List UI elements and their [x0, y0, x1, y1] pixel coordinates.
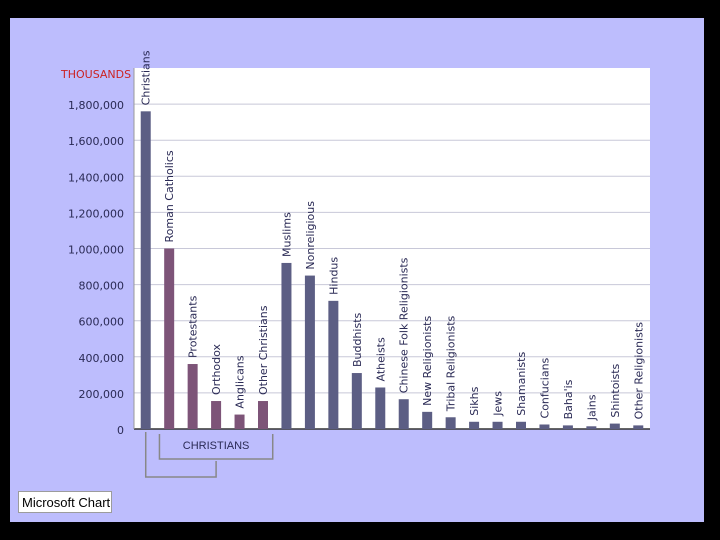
category-label-hindus: Hindus	[327, 257, 340, 295]
y-tick-label: 800,000	[79, 280, 125, 293]
bar-anglicans	[234, 414, 245, 429]
category-label-new-religionists: New Religionists	[421, 315, 434, 405]
chart-caption: Microsoft Chart	[18, 491, 112, 513]
bar-christians	[140, 111, 151, 429]
category-label-baha-is: Baha'is	[562, 379, 575, 419]
y-tick-label: 1,200,000	[68, 207, 124, 220]
category-label-other-religionists: Other Religionists	[632, 322, 645, 420]
category-label-sikhs: Sikhs	[468, 386, 481, 415]
category-label-orthodox: Orthodox	[210, 343, 223, 395]
bar-shamanists	[516, 421, 526, 429]
y-tick-label: 0	[117, 424, 124, 437]
bar-jews	[492, 421, 503, 429]
christians-total-bracket	[144, 432, 217, 478]
category-label-nonreligious: Nonreligious	[304, 201, 317, 270]
bar-buddhists	[351, 373, 362, 429]
category-label-other-christians: Other Christians	[257, 305, 270, 395]
category-label-christians: Christians	[140, 50, 153, 105]
y-tick-label: 1,000,000	[68, 244, 124, 257]
y-tick-label: 600,000	[79, 316, 125, 329]
category-label-muslims: Muslims	[280, 212, 293, 257]
bar-chinese-folk-religionists	[398, 399, 409, 429]
category-label-shintoists: Shintoists	[609, 363, 622, 417]
category-label-chinese-folk-religionists: Chinese Folk Religionists	[398, 257, 411, 393]
bar-jains	[586, 426, 597, 429]
bar-tribal-religionists	[445, 417, 456, 429]
slide: 0 200,000 400,000 600,000 800,000 1,000,000 1,…	[10, 18, 704, 522]
category-label-roman-catholics: Roman Catholics	[163, 150, 176, 242]
christians-group-bracket	[158, 434, 274, 460]
category-label-tribal-religionists: Tribal Religionists	[445, 315, 458, 412]
y-tick-label: 200,000	[79, 388, 125, 401]
bar-protestants	[187, 364, 198, 429]
religion-bar-chart: 0 200,000 400,000 600,000 800,000 1,000,000 1,…	[60, 50, 650, 478]
bar-orthodox	[211, 401, 222, 429]
bar-roman-catholics	[164, 248, 175, 429]
category-label-jews: Jews	[492, 391, 505, 417]
bar-other-religionists	[633, 425, 644, 429]
category-label-shamanists: Shamanists	[515, 352, 528, 416]
bar-shintoists	[609, 423, 620, 429]
category-label-atheists: Atheists	[374, 337, 387, 381]
category-label-jains: Jains	[585, 394, 598, 421]
bar-hindus	[328, 300, 339, 429]
bar-atheists	[375, 387, 386, 429]
bar-other-christians	[258, 401, 268, 429]
y-tick-label: 1,800,000	[68, 99, 124, 112]
bar-baha-is	[562, 425, 573, 429]
y-tick-label: 400,000	[79, 352, 125, 365]
unit-label: THOUSANDS	[60, 68, 131, 81]
bar-sikhs	[469, 421, 480, 429]
y-tick-label: 1,400,000	[68, 171, 124, 184]
y-tick-label: 1,600,000	[68, 135, 124, 148]
bar-muslims	[281, 262, 292, 429]
category-label-anglicans: Anglicans	[234, 355, 247, 408]
category-label-protestants: Protestants	[187, 295, 200, 358]
bar-confucians	[539, 424, 550, 429]
bar-nonreligious	[304, 275, 315, 429]
category-label-confucians: Confucians	[538, 357, 551, 418]
category-label-buddhists: Buddhists	[351, 312, 364, 367]
christians-group-label: CHRISTIANS	[183, 440, 250, 452]
bar-new-religionists	[422, 411, 433, 429]
